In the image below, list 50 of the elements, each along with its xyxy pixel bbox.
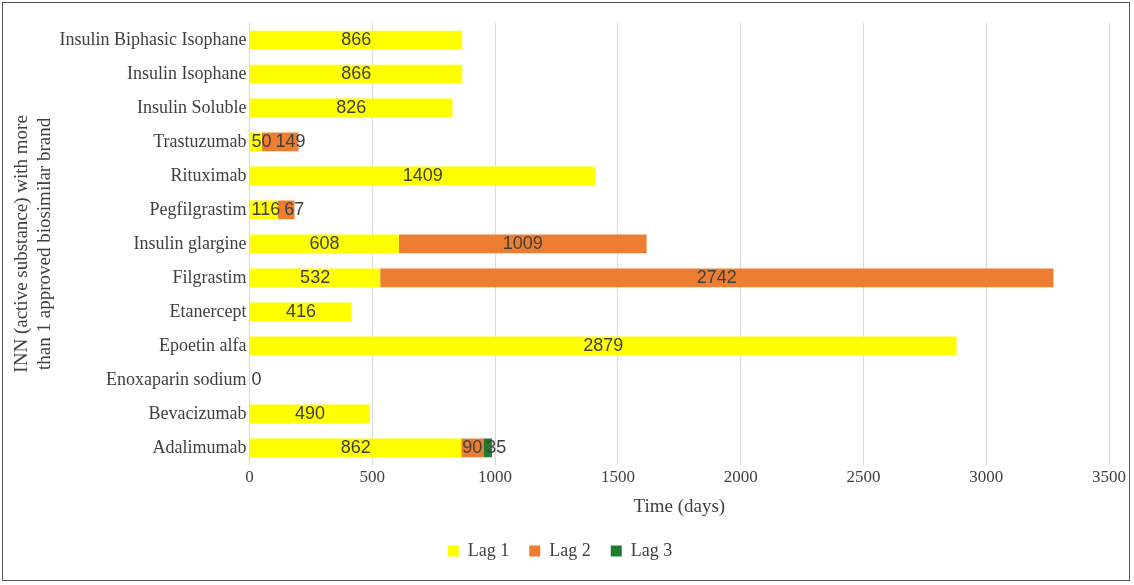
y-axis-title: INN (active substance) with more than 1 approved biosimilar brand	[10, 115, 55, 373]
data-label: 532	[300, 266, 331, 287]
bar	[250, 166, 596, 186]
y-tick-label: Pegfilgrastim	[149, 198, 247, 219]
data-label: 90	[462, 436, 483, 457]
data-label: 608	[309, 232, 340, 253]
y-tick-label: Rituximab	[170, 164, 247, 185]
bar	[250, 438, 462, 458]
bar	[250, 336, 957, 356]
data-label: 862	[340, 436, 371, 457]
x-tick-label: 2500	[846, 467, 881, 487]
y-tick-label: Bevacizumab	[148, 402, 247, 423]
x-tick-label: 1500	[600, 467, 635, 487]
data-label: 866	[341, 28, 372, 49]
data-label: 490	[294, 402, 325, 423]
x-tick-label: 3000	[969, 467, 1004, 487]
x-tick-label: 500	[359, 467, 386, 487]
data-label: 2879	[583, 334, 624, 355]
x-axis-title: Time (days)	[633, 494, 726, 517]
legend-label: Lag 3	[630, 539, 673, 560]
legend-label: Lag 2	[549, 539, 591, 560]
bar	[250, 98, 453, 118]
bar	[250, 404, 370, 424]
y-tick-label: Trastuzumab	[153, 130, 247, 151]
bar	[398, 234, 647, 254]
x-tick-label: 2000	[723, 467, 758, 487]
data-label: 1009	[502, 232, 543, 253]
y-tick-label: Epoetin alfa	[159, 334, 247, 355]
x-tick-label: 3500	[1092, 467, 1126, 487]
data-label: 866	[341, 62, 372, 83]
y-tick-label: Filgrastim	[172, 266, 247, 287]
data-label: 0	[251, 368, 262, 389]
legend-label: Lag 1	[467, 539, 510, 560]
y-tick-label: Adalimumab	[152, 436, 247, 457]
x-tick-label: 1000	[478, 467, 513, 487]
y-tick-label: Insulin glargine	[133, 232, 247, 253]
data-label: 1409	[402, 164, 443, 185]
bar	[250, 30, 463, 50]
data-label: 416	[285, 300, 316, 321]
x-tick-label: 0	[245, 467, 254, 487]
y-tick-label: Insulin Isophane	[127, 62, 247, 83]
y-tick-label: Etanercept	[169, 300, 247, 321]
y-tick-label: Insulin Biphasic Isophane	[59, 28, 247, 49]
bar	[250, 64, 463, 84]
y-tick-label: Enoxaparin sodium	[106, 368, 247, 389]
y-tick-label: Insulin Soluble	[137, 96, 247, 117]
data-label: 2742	[696, 266, 737, 287]
bar	[380, 268, 1054, 288]
data-label: 67	[284, 198, 305, 219]
data-label: 826	[336, 96, 367, 117]
